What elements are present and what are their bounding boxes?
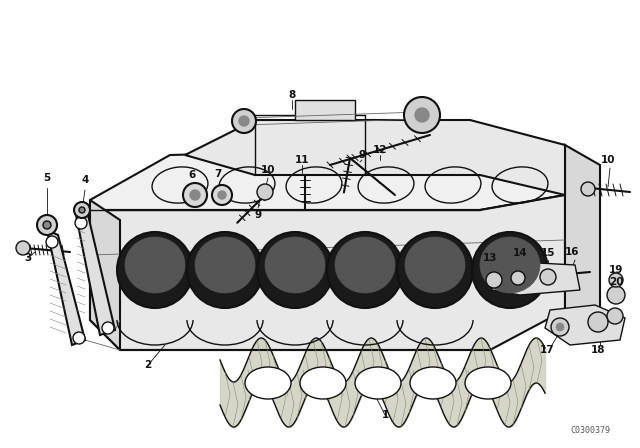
Ellipse shape — [16, 241, 30, 255]
Text: 1: 1 — [381, 410, 388, 420]
Ellipse shape — [46, 236, 58, 248]
Text: 2: 2 — [145, 360, 152, 370]
Ellipse shape — [588, 312, 608, 332]
Ellipse shape — [480, 237, 540, 293]
Text: 11: 11 — [295, 155, 309, 165]
Ellipse shape — [300, 367, 346, 399]
Ellipse shape — [265, 237, 325, 293]
Ellipse shape — [551, 318, 569, 336]
Polygon shape — [492, 262, 580, 295]
Polygon shape — [75, 210, 115, 335]
Text: 13: 13 — [483, 253, 497, 263]
Text: 17: 17 — [540, 345, 554, 355]
Text: 19: 19 — [609, 265, 623, 275]
Text: 9: 9 — [358, 150, 365, 160]
Text: 7: 7 — [214, 169, 221, 179]
Text: 9: 9 — [255, 210, 262, 220]
Text: 20: 20 — [609, 277, 623, 287]
Ellipse shape — [397, 232, 473, 308]
Ellipse shape — [195, 237, 255, 293]
Ellipse shape — [73, 332, 85, 344]
Ellipse shape — [540, 269, 556, 285]
Ellipse shape — [74, 202, 90, 218]
Ellipse shape — [581, 182, 595, 196]
Polygon shape — [90, 145, 565, 210]
Polygon shape — [90, 195, 565, 350]
Polygon shape — [565, 145, 600, 330]
Ellipse shape — [239, 116, 249, 126]
Polygon shape — [185, 120, 565, 195]
Ellipse shape — [607, 308, 623, 324]
Ellipse shape — [117, 232, 193, 308]
Text: 3: 3 — [24, 253, 31, 263]
Ellipse shape — [486, 272, 502, 288]
Polygon shape — [545, 305, 625, 345]
Polygon shape — [47, 230, 85, 345]
Ellipse shape — [37, 215, 57, 235]
Ellipse shape — [335, 237, 395, 293]
Ellipse shape — [102, 322, 114, 334]
Ellipse shape — [183, 183, 207, 207]
Ellipse shape — [465, 367, 511, 399]
Text: 14: 14 — [513, 248, 527, 258]
Text: 4: 4 — [81, 175, 89, 185]
Text: 18: 18 — [591, 345, 605, 355]
Text: 5: 5 — [44, 173, 51, 183]
Text: 8: 8 — [289, 90, 296, 100]
Text: 12: 12 — [372, 145, 387, 155]
Text: 10: 10 — [601, 155, 615, 165]
Ellipse shape — [125, 237, 185, 293]
Ellipse shape — [607, 286, 625, 304]
Ellipse shape — [410, 367, 456, 399]
Polygon shape — [90, 200, 120, 350]
Text: 15: 15 — [541, 248, 556, 258]
Text: 10: 10 — [260, 165, 275, 175]
Ellipse shape — [556, 323, 564, 331]
Ellipse shape — [472, 232, 548, 308]
Ellipse shape — [355, 367, 401, 399]
Bar — [295, 100, 355, 120]
Ellipse shape — [218, 191, 226, 199]
Ellipse shape — [43, 221, 51, 229]
Ellipse shape — [609, 273, 623, 287]
Text: C0300379: C0300379 — [570, 426, 610, 435]
Ellipse shape — [212, 185, 232, 205]
Ellipse shape — [75, 217, 87, 229]
Ellipse shape — [327, 232, 403, 308]
Ellipse shape — [405, 237, 465, 293]
Ellipse shape — [79, 207, 85, 213]
Text: 6: 6 — [188, 170, 196, 180]
Ellipse shape — [245, 367, 291, 399]
Ellipse shape — [404, 97, 440, 133]
Text: 16: 16 — [564, 247, 579, 257]
Ellipse shape — [257, 232, 333, 308]
Ellipse shape — [415, 108, 429, 122]
Ellipse shape — [232, 109, 256, 133]
Ellipse shape — [257, 184, 273, 200]
Ellipse shape — [187, 232, 263, 308]
Ellipse shape — [190, 190, 200, 200]
Ellipse shape — [511, 271, 525, 285]
